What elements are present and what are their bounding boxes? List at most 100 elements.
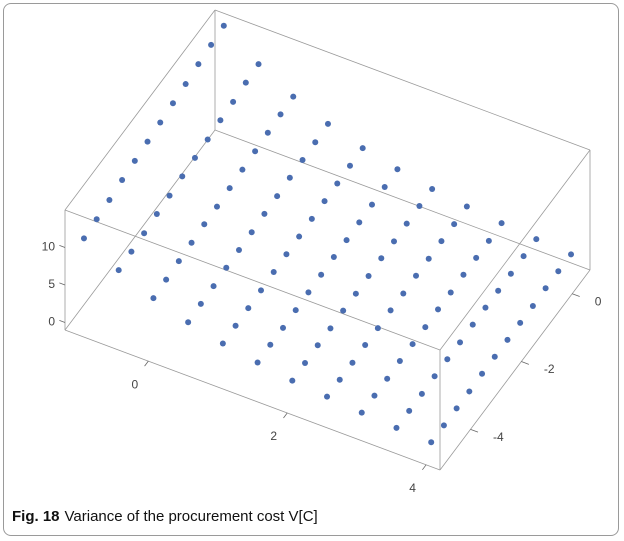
data-point bbox=[195, 61, 202, 68]
data-point bbox=[261, 210, 268, 217]
data-point bbox=[346, 162, 353, 169]
data-point bbox=[321, 198, 328, 205]
data-point bbox=[223, 264, 230, 271]
data-point bbox=[267, 341, 274, 348]
data-point bbox=[542, 285, 549, 292]
data-point bbox=[485, 237, 492, 244]
data-point bbox=[318, 271, 325, 278]
data-point bbox=[507, 270, 514, 277]
data-point bbox=[457, 339, 464, 346]
data-point bbox=[213, 203, 220, 210]
data-point bbox=[453, 405, 460, 412]
y-tick bbox=[521, 361, 529, 365]
data-point bbox=[169, 100, 176, 107]
y-tick-label: -2 bbox=[544, 362, 555, 376]
data-point bbox=[182, 81, 189, 88]
figure-frame bbox=[3, 3, 619, 536]
data-point bbox=[312, 139, 319, 146]
data-point bbox=[179, 173, 186, 180]
data-point bbox=[242, 79, 249, 86]
data-point bbox=[517, 319, 524, 326]
data-point bbox=[504, 336, 511, 343]
data-point bbox=[343, 237, 350, 244]
x-tick-label: 0 bbox=[131, 377, 138, 391]
data-point bbox=[270, 268, 277, 275]
data-point bbox=[416, 202, 423, 209]
data-point bbox=[391, 238, 398, 245]
data-point bbox=[403, 220, 410, 227]
data-point bbox=[418, 390, 425, 397]
data-point bbox=[324, 393, 331, 400]
data-point bbox=[368, 201, 375, 208]
data-point bbox=[175, 258, 182, 265]
data-point bbox=[305, 289, 312, 296]
box-edge bbox=[64, 129, 216, 331]
data-point bbox=[451, 221, 458, 228]
z-tick bbox=[59, 320, 66, 323]
data-point bbox=[264, 129, 271, 136]
data-point bbox=[274, 193, 281, 200]
data-point bbox=[144, 138, 151, 145]
data-point bbox=[290, 93, 297, 100]
data-point bbox=[358, 409, 365, 416]
data-point bbox=[387, 307, 394, 314]
data-point bbox=[431, 373, 438, 380]
data-point bbox=[529, 302, 536, 309]
data-point bbox=[191, 154, 198, 161]
data-point bbox=[257, 287, 264, 294]
data-point bbox=[440, 422, 447, 429]
data-point bbox=[314, 342, 321, 349]
z-tick-label: 0 bbox=[48, 315, 55, 329]
box-edge bbox=[214, 9, 591, 151]
data-point bbox=[106, 197, 113, 204]
data-point bbox=[248, 229, 255, 236]
z-tick bbox=[59, 245, 66, 248]
data-point bbox=[252, 148, 259, 155]
data-point bbox=[119, 177, 126, 184]
data-point bbox=[157, 119, 164, 126]
x-tick bbox=[283, 412, 288, 419]
data-point bbox=[302, 359, 309, 366]
data-point bbox=[444, 356, 451, 363]
data-point bbox=[334, 180, 341, 187]
y-tick bbox=[470, 428, 479, 433]
data-point bbox=[131, 157, 138, 164]
data-point bbox=[365, 272, 372, 279]
data-point bbox=[232, 322, 239, 329]
data-point bbox=[495, 287, 502, 294]
box-edge bbox=[64, 9, 216, 211]
data-point bbox=[245, 305, 252, 312]
data-point bbox=[128, 248, 135, 255]
data-point bbox=[396, 358, 403, 365]
data-point bbox=[384, 375, 391, 382]
data-point bbox=[435, 306, 442, 313]
data-point bbox=[166, 192, 173, 199]
data-point bbox=[359, 145, 366, 152]
x-tick-label: 2 bbox=[270, 429, 277, 443]
data-point bbox=[356, 219, 363, 226]
x-tick bbox=[422, 464, 427, 471]
data-point bbox=[568, 251, 575, 258]
z-tick bbox=[59, 282, 66, 286]
data-point bbox=[425, 255, 432, 262]
box-edge bbox=[214, 129, 591, 271]
x-tick-label: 4 bbox=[409, 481, 416, 495]
data-point bbox=[381, 183, 388, 190]
data-point bbox=[533, 236, 540, 243]
data-point bbox=[210, 283, 217, 290]
data-point bbox=[153, 211, 160, 218]
box-edge bbox=[64, 329, 441, 471]
y-tick bbox=[572, 293, 580, 297]
data-point bbox=[185, 319, 192, 326]
data-point bbox=[406, 407, 413, 414]
data-point bbox=[555, 268, 562, 275]
data-point bbox=[400, 290, 407, 297]
data-point bbox=[188, 239, 195, 246]
data-point bbox=[362, 342, 369, 349]
data-point bbox=[230, 98, 237, 105]
data-point bbox=[201, 221, 208, 228]
data-point bbox=[498, 220, 505, 227]
data-point bbox=[374, 325, 381, 332]
data-point bbox=[308, 215, 315, 222]
